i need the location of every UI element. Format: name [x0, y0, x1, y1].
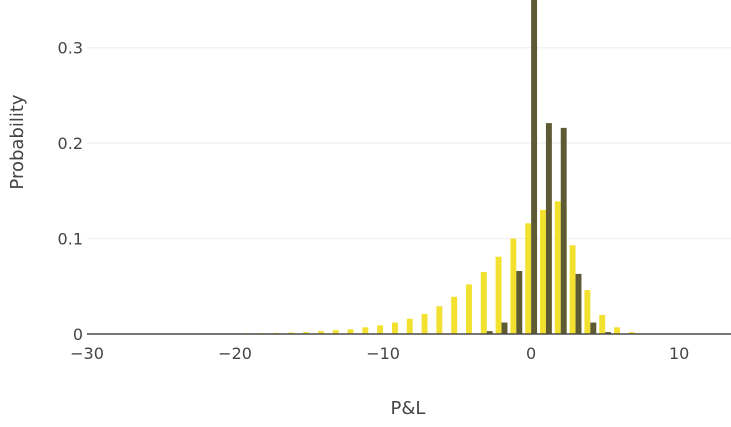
- y-tick-label: 0: [73, 325, 83, 344]
- bar: [451, 296, 458, 334]
- y-axis-title: Probability: [7, 94, 28, 189]
- y-tick-label: 0.3: [58, 39, 83, 58]
- bar: [391, 322, 398, 334]
- x-tick-label: −20: [218, 344, 252, 363]
- y-tick-labels: 0 0.1 0.2 0.3: [58, 39, 83, 344]
- x-tick-labels: −30 −20 −10 0 10: [70, 344, 689, 363]
- bar: [516, 271, 523, 334]
- bar: [436, 306, 443, 334]
- bar: [584, 290, 591, 334]
- bar: [377, 325, 384, 334]
- y-tick-label: 0.2: [58, 134, 83, 153]
- bar: [486, 331, 493, 334]
- bar: [332, 330, 339, 334]
- bar: [501, 322, 508, 334]
- bar: [540, 209, 546, 334]
- bar: [303, 332, 310, 334]
- bar: [362, 327, 369, 334]
- x-axis-title: P&L: [391, 398, 426, 419]
- x-tick-label: 0: [526, 344, 536, 363]
- bar: [465, 284, 472, 334]
- bar: [406, 318, 413, 334]
- bar: [569, 245, 576, 334]
- bar: [525, 223, 532, 334]
- bar: [590, 322, 597, 334]
- bar: [575, 273, 582, 334]
- bar: [614, 327, 620, 334]
- bar: [317, 331, 324, 334]
- x-tick-label: −10: [366, 344, 400, 363]
- bar: [554, 201, 561, 334]
- bar: [421, 313, 428, 334]
- y-tick-label: 0.1: [58, 230, 83, 249]
- x-tick-label: 10: [669, 344, 689, 363]
- bar: [628, 332, 635, 334]
- histogram-bars: [110, 0, 635, 334]
- bar: [480, 271, 487, 334]
- x-tick-label: −30: [70, 344, 104, 363]
- bar: [347, 329, 354, 334]
- bar: [599, 314, 606, 334]
- bar: [510, 238, 517, 334]
- bar: [560, 127, 567, 334]
- y-gridlines: [87, 47, 731, 240]
- bar: [531, 0, 538, 334]
- bar: [495, 256, 502, 334]
- bar: [605, 332, 612, 334]
- bar: [545, 123, 552, 334]
